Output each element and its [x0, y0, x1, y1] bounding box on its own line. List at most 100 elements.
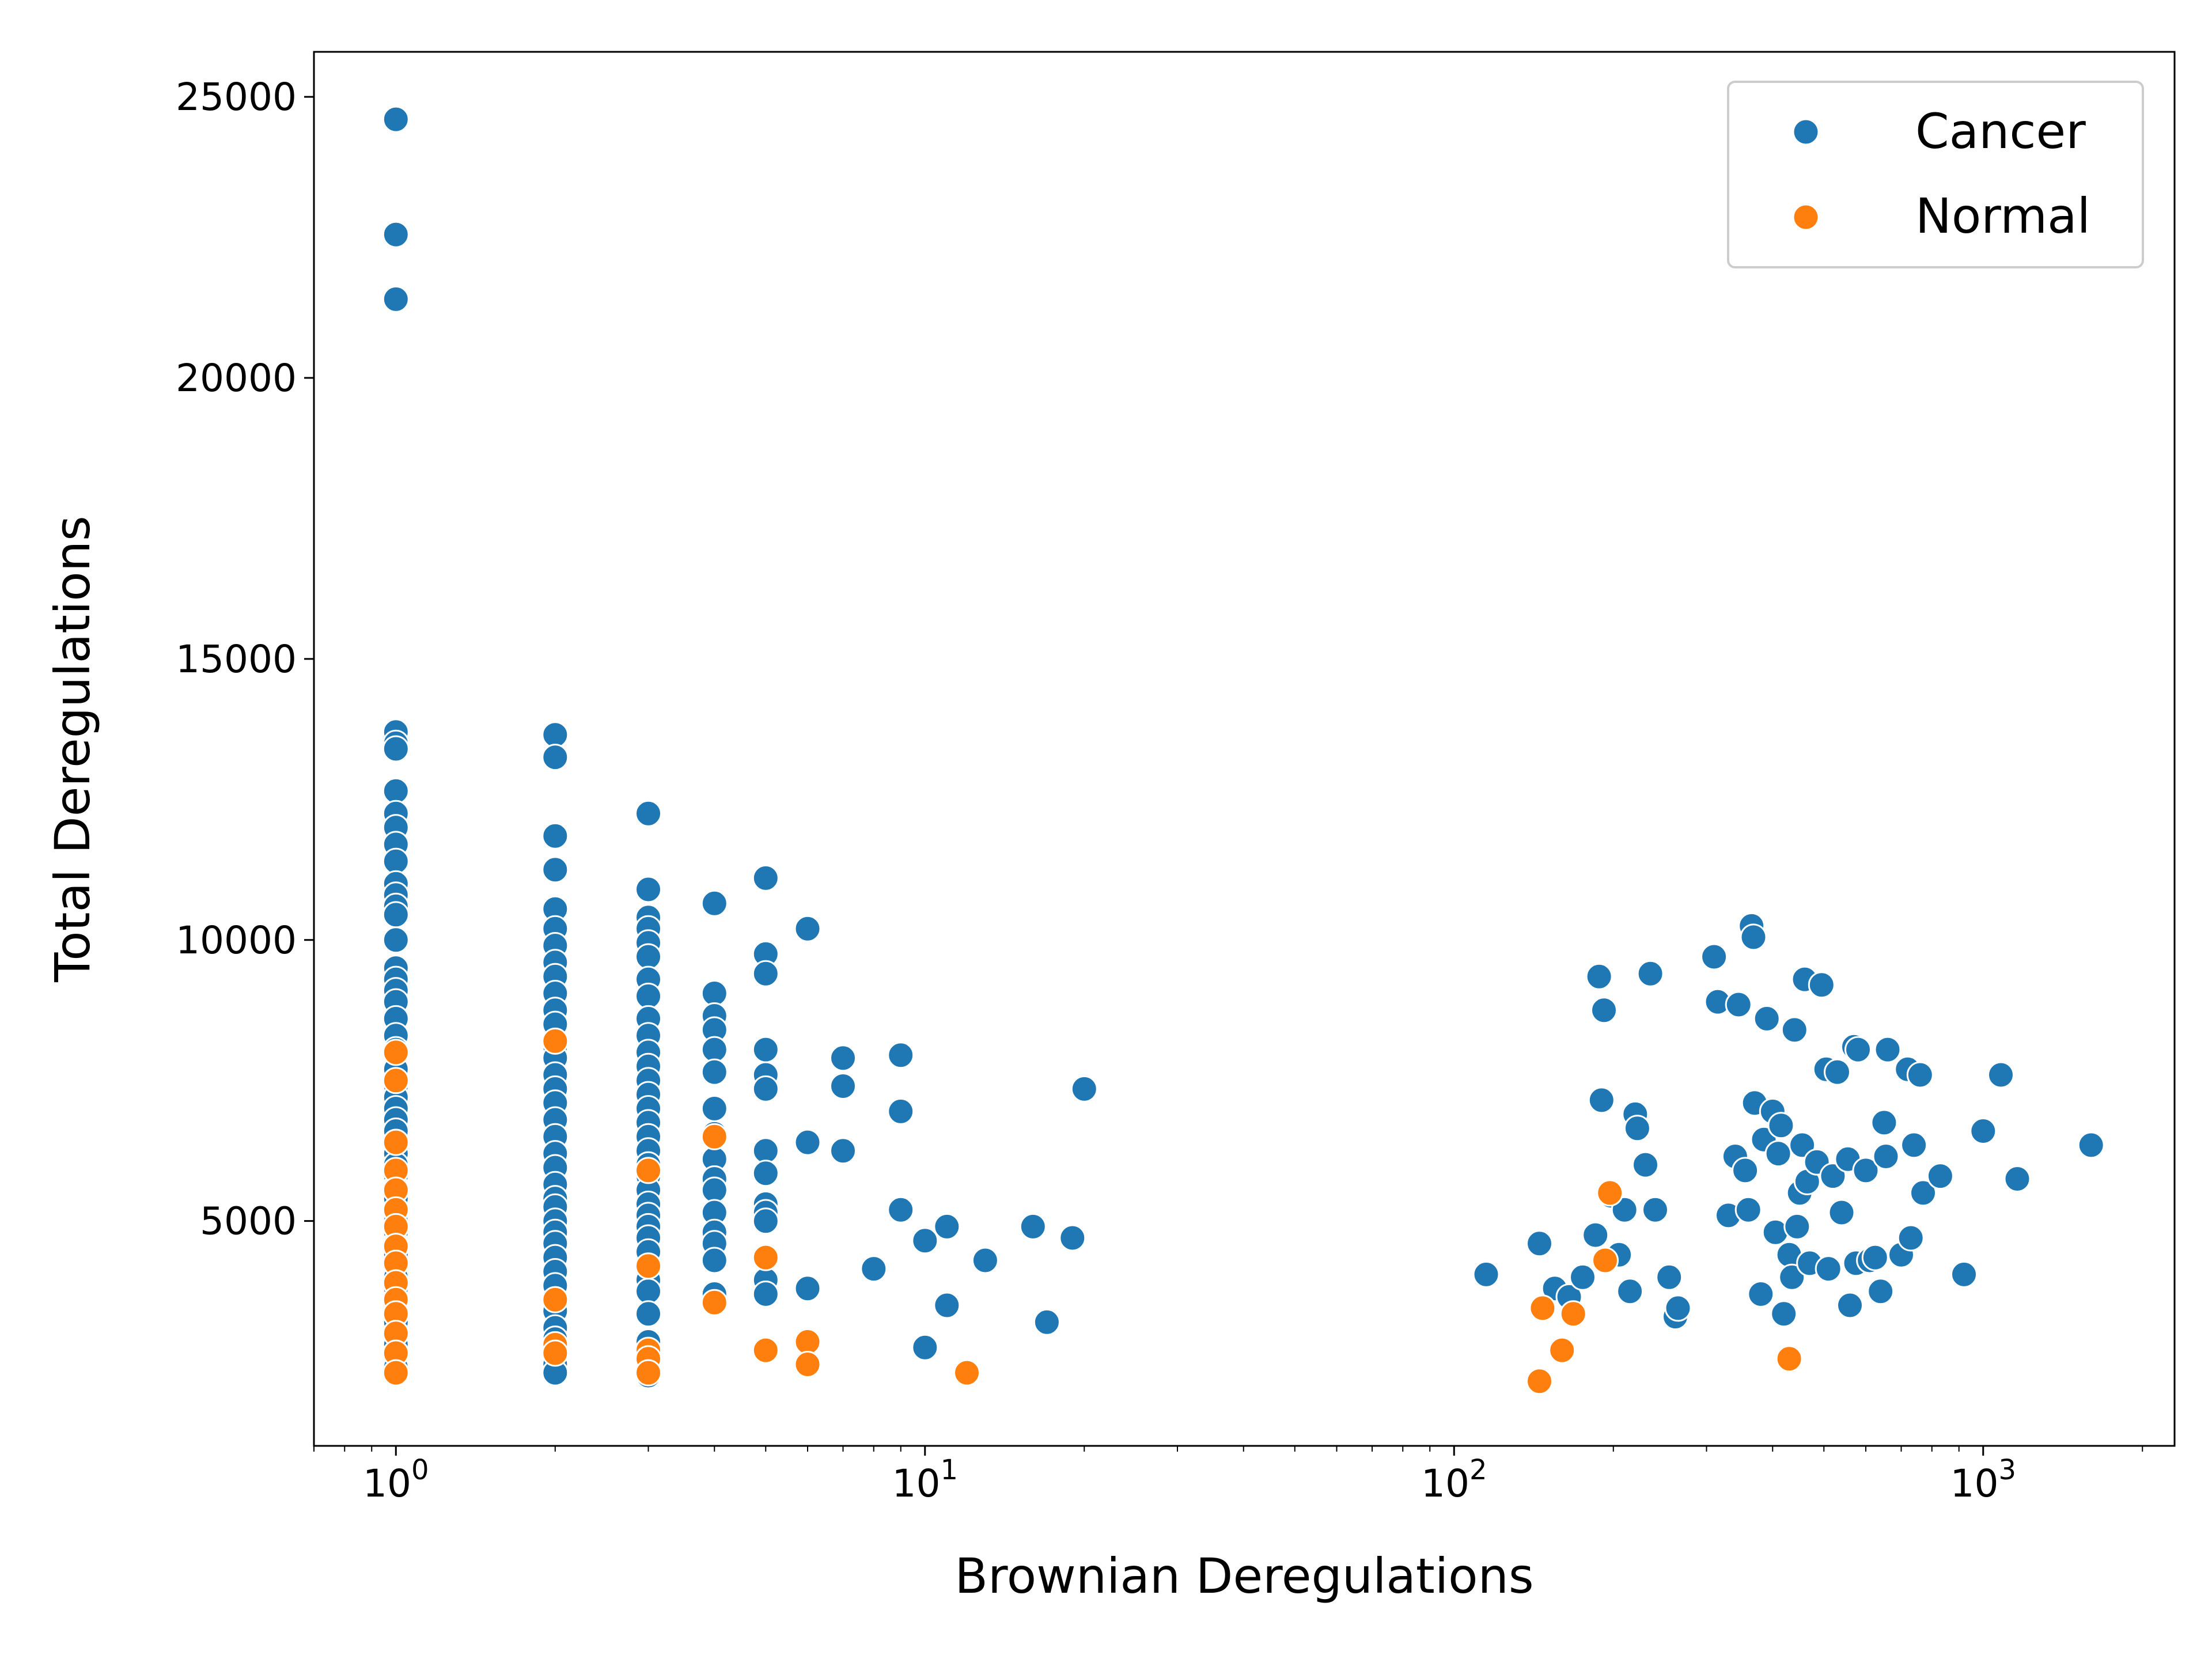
data-point: [1753, 1005, 1781, 1032]
y-tick-label: 20000: [176, 356, 297, 400]
data-point: [860, 1255, 888, 1283]
data-point: [1588, 1086, 1615, 1114]
data-point: [541, 1286, 569, 1313]
data-point: [1548, 1336, 1576, 1364]
data-point: [382, 901, 410, 929]
data-point: [752, 1244, 779, 1271]
data-point: [933, 1213, 961, 1240]
legend-marker-cancer: [1792, 118, 1820, 146]
x-axis-label: Brownian Deregulations: [955, 1548, 1533, 1604]
data-point: [635, 1252, 662, 1280]
data-point: [1950, 1260, 1978, 1288]
data-point: [382, 221, 410, 248]
data-point: [635, 982, 662, 1010]
data-point: [635, 1359, 662, 1387]
data-point: [1019, 1213, 1047, 1240]
data-point: [1872, 1143, 1900, 1170]
data-point: [911, 1334, 939, 1361]
data-point: [1623, 1115, 1651, 1142]
data-point: [887, 1196, 915, 1224]
data-point: [752, 1160, 779, 1187]
data-point: [700, 1123, 728, 1150]
x-tick-label: 100: [363, 1454, 429, 1506]
data-point: [887, 1041, 915, 1069]
data-point: [794, 915, 821, 942]
data-point: [635, 943, 662, 971]
data-point: [752, 1281, 779, 1308]
data-point: [1870, 1109, 1898, 1137]
data-point: [1775, 1345, 1803, 1373]
series-cancer: [382, 105, 2105, 1389]
data-point: [1585, 963, 1613, 990]
data-point: [635, 1278, 662, 1305]
data-point: [794, 1351, 821, 1378]
data-point: [752, 1036, 779, 1063]
data-point: [1656, 1263, 1683, 1291]
data-point: [382, 1039, 410, 1066]
data-point: [830, 1073, 857, 1100]
data-point: [1897, 1224, 1925, 1252]
data-point: [1844, 1036, 1872, 1063]
data-point: [1828, 1199, 1855, 1226]
x-tick-label: 101: [892, 1454, 959, 1506]
data-point: [541, 856, 569, 884]
data-point: [830, 1137, 857, 1165]
data-point: [541, 1027, 569, 1055]
data-point: [794, 1128, 821, 1156]
data-point: [1764, 1140, 1792, 1168]
data-point: [1472, 1260, 1500, 1288]
data-point: [752, 864, 779, 892]
data-point: [1852, 1157, 1880, 1184]
data-point: [382, 285, 410, 313]
data-point: [1700, 943, 1728, 971]
x-tick-label: 102: [1421, 1454, 1487, 1506]
data-point: [1526, 1230, 1553, 1257]
data-point: [635, 1300, 662, 1328]
data-point: [541, 721, 569, 749]
data-point: [382, 926, 410, 954]
legend-label-cancer: Cancer: [1915, 103, 2086, 160]
data-point: [752, 1137, 779, 1165]
data-point: [911, 1227, 939, 1255]
data-point: [541, 1339, 569, 1367]
data-point: [1770, 1300, 1798, 1328]
data-point: [382, 105, 410, 133]
data-point: [1664, 1294, 1692, 1322]
data-point: [752, 960, 779, 987]
y-tick-label: 15000: [176, 637, 297, 681]
data-point: [1926, 1162, 1954, 1190]
data-point: [1642, 1196, 1669, 1224]
data-point: [1732, 1157, 1759, 1184]
data-point: [1781, 1016, 1808, 1044]
data-point: [1059, 1224, 1086, 1252]
y-axis-label: Total Deregulations: [44, 516, 101, 983]
data-point: [1529, 1294, 1556, 1322]
data-point: [1033, 1308, 1060, 1336]
data-point: [1582, 1221, 1609, 1249]
data-point: [2077, 1131, 2105, 1159]
data-point: [794, 1275, 821, 1302]
data-point: [700, 1058, 728, 1086]
data-point: [1819, 1162, 1847, 1190]
data-point: [1874, 1036, 1902, 1063]
data-point: [2003, 1165, 2031, 1192]
data-point: [971, 1247, 999, 1274]
data-point: [752, 1336, 779, 1364]
data-point: [635, 800, 662, 827]
y-tick-label: 5000: [200, 1199, 297, 1244]
data-point: [1592, 1247, 1619, 1274]
data-point: [1526, 1368, 1553, 1395]
legend-frame: [1727, 81, 2144, 268]
legend-marker-normal: [1792, 203, 1820, 231]
data-point: [541, 744, 569, 771]
data-point: [1783, 1213, 1811, 1240]
legend-label-normal: Normal: [1915, 188, 2090, 244]
y-tick-label: 10000: [176, 918, 297, 963]
data-point: [700, 1247, 728, 1274]
data-point: [1836, 1291, 1863, 1319]
data-point: [382, 847, 410, 875]
points-layer: [382, 105, 2105, 1395]
data-point: [1740, 923, 1767, 951]
data-point: [635, 1157, 662, 1184]
